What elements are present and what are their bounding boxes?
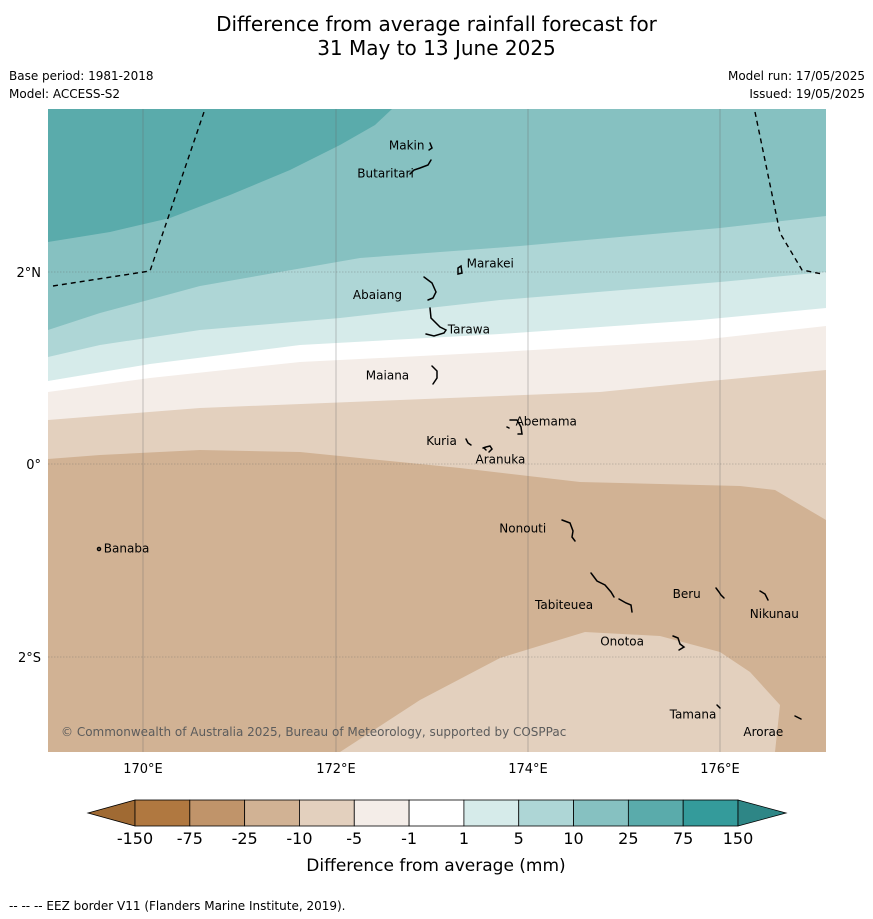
place-label-nikunau: Nikunau bbox=[750, 607, 799, 621]
map-title: Difference from average rainfall forecas… bbox=[0, 12, 873, 60]
band-minus-10-south bbox=[340, 632, 780, 752]
place-label-beru: Beru bbox=[673, 587, 701, 601]
island-tarawa-shape bbox=[425, 307, 448, 337]
island-tabiteuea-shape bbox=[590, 572, 633, 613]
colorbar-tick-7: 5 bbox=[514, 829, 524, 848]
place-label-tarawa: Tarawa bbox=[447, 322, 490, 336]
place-label-abaiang: Abaiang bbox=[353, 288, 402, 302]
colorbar-box-9 bbox=[627, 799, 684, 827]
colorbar-box-4 bbox=[353, 799, 410, 827]
colorbar-tick-0: -150 bbox=[117, 829, 153, 848]
place-label-kuria: Kuria bbox=[426, 434, 457, 448]
eez-border bbox=[52, 109, 823, 287]
island-makin-shape bbox=[428, 142, 433, 151]
base-period: Base period: 1981-2018 bbox=[9, 69, 154, 83]
issued-date: Issued: 19/05/2025 bbox=[749, 87, 865, 101]
colorbar-tick-labels: -150 -75 -25 -10 -5 -1 1 5 10 25 75 150 bbox=[117, 829, 753, 848]
place-label-tamana: Tamana bbox=[669, 708, 717, 722]
colorbar-tick-11: 150 bbox=[723, 829, 754, 848]
band-plus-25 bbox=[48, 109, 392, 242]
place-label-butaritari: Butaritari bbox=[357, 167, 414, 181]
lat-tick-2s: 2°S bbox=[18, 651, 41, 666]
island-nonouti-shape bbox=[561, 519, 576, 542]
colorbar-tick-3: -10 bbox=[286, 829, 312, 848]
island-beru-shape bbox=[715, 587, 725, 599]
colorbar-tick-6: 1 bbox=[459, 829, 469, 848]
island-aranuka-shape bbox=[482, 445, 493, 453]
colorbar-box-1 bbox=[189, 799, 246, 827]
colorbar-box-2 bbox=[244, 799, 300, 827]
model-name: Model: ACCESS-S2 bbox=[9, 87, 121, 101]
lat-tick-0: 0° bbox=[26, 458, 41, 473]
place-label-onotoa: Onotoa bbox=[600, 634, 644, 648]
island-banaba-shape bbox=[96, 546, 102, 552]
island-arorae-shape bbox=[794, 715, 802, 720]
colorbar-tick-10: 75 bbox=[673, 829, 693, 848]
colorbar-over-arrow bbox=[737, 799, 788, 827]
colorbar-box-0 bbox=[134, 799, 191, 827]
eez-border-east bbox=[754, 111, 823, 275]
colorbar-tick-2: -25 bbox=[232, 829, 258, 848]
island-onotoa-shape bbox=[672, 635, 686, 651]
colorbar-tick-9: 25 bbox=[618, 829, 638, 848]
island-maiana-shape bbox=[431, 365, 438, 385]
island-kuria-shape bbox=[465, 438, 472, 446]
graticule bbox=[48, 109, 826, 752]
title-line-1: Difference from average rainfall forecas… bbox=[216, 12, 657, 36]
colorbar: -150 -75 -25 -10 -5 -1 1 5 10 25 75 150 Difference … bbox=[86, 799, 788, 876]
colorbar-box-3 bbox=[299, 799, 355, 827]
meta-right: Model run: 17/05/2025 Issued: 19/05/2025 bbox=[728, 67, 865, 103]
colorbar-box-8 bbox=[573, 799, 629, 827]
place-labels: Makin Butaritari Marakei Abaiang Tarawa Maian… bbox=[104, 139, 799, 739]
island-marakei-shape bbox=[457, 264, 463, 275]
place-label-makin: Makin bbox=[389, 139, 425, 153]
colorbar-tick-5: -1 bbox=[401, 829, 417, 848]
lon-tick-172: 172°E bbox=[316, 762, 356, 777]
colorbar-box-10 bbox=[682, 799, 739, 827]
lon-tick-170: 170°E bbox=[123, 762, 163, 777]
place-label-nonouti: Nonouti bbox=[499, 522, 546, 536]
place-label-abemama: Abemama bbox=[516, 415, 577, 429]
title-line-2: 31 May to 13 June 2025 bbox=[317, 36, 556, 60]
place-label-arorae: Arorae bbox=[743, 725, 783, 739]
lon-tick-174: 174°E bbox=[508, 762, 548, 777]
colorbar-tick-8: 10 bbox=[563, 829, 583, 848]
islands bbox=[96, 142, 802, 720]
colorbar-tick-4: -5 bbox=[346, 829, 362, 848]
footnote: -- -- -- EEZ border V11 (Flanders Marine… bbox=[9, 899, 346, 913]
axis-labels: 170°E 172°E 174°E 176°E 2°N 0° 2°S bbox=[17, 266, 740, 777]
lon-tick-176: 176°E bbox=[700, 762, 740, 777]
place-label-banaba: Banaba bbox=[104, 542, 150, 556]
colorbar-under-arrow bbox=[86, 799, 136, 827]
meta-left: Base period: 1981-2018 Model: ACCESS-S2 bbox=[9, 67, 154, 103]
model-run: Model run: 17/05/2025 bbox=[727, 69, 865, 83]
lat-tick-2n: 2°N bbox=[17, 266, 42, 281]
colorbar-boxes bbox=[134, 799, 739, 827]
island-butaritari-shape bbox=[409, 159, 432, 175]
colorbar-box-7 bbox=[518, 799, 574, 827]
colorbar-box-6 bbox=[463, 799, 520, 827]
island-nikunau-shape bbox=[759, 590, 769, 601]
colorbar-tick-1: -75 bbox=[177, 829, 203, 848]
island-tamana-shape bbox=[716, 704, 721, 709]
place-label-maiana: Maiana bbox=[366, 368, 409, 382]
place-label-tabiteuea: Tabiteuea bbox=[534, 598, 593, 612]
colorbar-title: Difference from average (mm) bbox=[306, 856, 565, 876]
island-abemama-shape bbox=[506, 419, 523, 435]
island-abaiang-shape bbox=[423, 276, 437, 301]
colorbar-box-5 bbox=[408, 799, 465, 827]
copyright-notice: © Commonwealth of Australia 2025, Bureau… bbox=[61, 725, 566, 739]
place-label-marakei: Marakei bbox=[467, 257, 514, 271]
map-area: Makin Butaritari Marakei Abaiang Tarawa Maian… bbox=[48, 109, 826, 752]
place-label-aranuka: Aranuka bbox=[476, 453, 526, 467]
